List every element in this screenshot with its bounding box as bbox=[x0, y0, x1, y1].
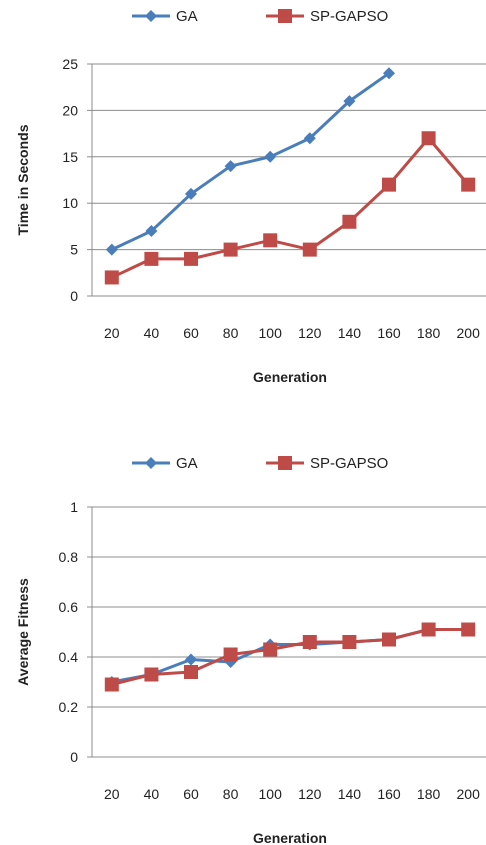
fitness-legend-label-sp-gapso: SP-GAPSO bbox=[310, 455, 388, 472]
time-point-ga-100 bbox=[264, 150, 277, 163]
fitness-y-axis-title: Average Fitness bbox=[15, 578, 31, 686]
time-point-ga-140 bbox=[343, 95, 356, 108]
fitness-point-sp-gapso-180 bbox=[421, 622, 436, 637]
time-series-line-sp-gapso bbox=[111, 136, 470, 279]
time-point-sp-gapso-120 bbox=[302, 242, 317, 257]
time-point-sp-gapso-100 bbox=[263, 233, 278, 248]
time-xtick-label-40: 40 bbox=[144, 325, 160, 341]
time-point-sp-gapso-80 bbox=[223, 242, 238, 257]
time-legend-marker-ga bbox=[145, 10, 157, 22]
time-xtick-label-180: 180 bbox=[417, 325, 441, 341]
time-xtick-label-60: 60 bbox=[183, 325, 199, 341]
fitness-point-sp-gapso-20 bbox=[104, 677, 119, 692]
time-xtick-label-140: 140 bbox=[338, 325, 362, 341]
time-xtick-label-200: 200 bbox=[457, 325, 481, 341]
fitness-legend-marker-ga bbox=[145, 457, 157, 469]
fitness-point-sp-gapso-60 bbox=[184, 665, 198, 679]
time-xtick-label-120: 120 bbox=[298, 325, 322, 341]
time-point-sp-gapso-20 bbox=[104, 270, 119, 285]
fitness-ytick-label-0-4: 0.4 bbox=[59, 649, 79, 665]
fitness-chart: GA SP-GAPSO 0 0.2 0.4 0.6 0.8 1 20 40 60 80 100 120 14… bbox=[0, 440, 486, 845]
fitness-xtick-label-120: 120 bbox=[298, 786, 322, 802]
fitness-xtick-label-40: 40 bbox=[144, 786, 160, 802]
time-ytick-label-20: 20 bbox=[62, 102, 78, 118]
fitness-point-sp-gapso-80 bbox=[223, 647, 238, 662]
fitness-xtick-label-140: 140 bbox=[338, 786, 362, 802]
time-point-ga-40 bbox=[145, 225, 158, 238]
time-series-line-ga bbox=[111, 72, 390, 251]
fitness-point-sp-gapso-120 bbox=[302, 635, 317, 649]
fitness-xtick-label-200: 200 bbox=[457, 786, 481, 802]
fitness-xtick-label-20: 20 bbox=[104, 786, 120, 802]
time-ytick-label-5: 5 bbox=[70, 242, 78, 258]
time-point-sp-gapso-200 bbox=[461, 177, 476, 192]
fitness-point-sp-gapso-140 bbox=[342, 635, 357, 649]
time-point-ga-60 bbox=[185, 187, 197, 200]
fitness-ytick-label-0-6: 0.6 bbox=[59, 599, 79, 615]
time-point-sp-gapso-60 bbox=[184, 251, 198, 266]
time-ytick-label-0: 0 bbox=[70, 288, 78, 304]
time-legend-label-sp-gapso: SP-GAPSO bbox=[310, 8, 388, 25]
fitness-xtick-label-100: 100 bbox=[259, 786, 283, 802]
fitness-xtick-label-60: 60 bbox=[183, 786, 199, 802]
time-legend-marker-sp-gapso bbox=[278, 9, 292, 23]
fitness-point-sp-gapso-100 bbox=[263, 642, 278, 657]
time-legend: GA SP-GAPSO bbox=[132, 8, 388, 25]
time-chart: GA SP-GAPSO 0 5 10 15 20 25 20 40 60 80 100 120 140 160… bbox=[0, 0, 486, 405]
time-ytick-label-10: 10 bbox=[62, 195, 78, 211]
time-point-sp-gapso-160 bbox=[382, 177, 396, 192]
time-xtick-label-160: 160 bbox=[377, 325, 401, 341]
time-point-sp-gapso-180 bbox=[421, 131, 436, 146]
time-point-ga-120 bbox=[303, 132, 316, 145]
time-chart-svg: GA SP-GAPSO 0 5 10 15 20 25 20 40 60 80 100 120 140 160… bbox=[15, 8, 486, 385]
fitness-xtick-label-180: 180 bbox=[417, 786, 441, 802]
time-xtick-label-80: 80 bbox=[223, 325, 239, 341]
fitness-point-sp-gapso-200 bbox=[461, 622, 476, 637]
fitness-ytick-label-0-2: 0.2 bbox=[59, 699, 79, 715]
time-y-axis-title: Time in Seconds bbox=[15, 124, 31, 235]
time-point-ga-80 bbox=[224, 160, 237, 173]
fitness-xtick-label-80: 80 bbox=[223, 786, 239, 802]
time-point-ga-20 bbox=[105, 243, 118, 256]
time-ytick-label-15: 15 bbox=[62, 149, 78, 165]
fitness-ytick-label-0-8: 0.8 bbox=[59, 549, 79, 565]
time-point-ga-160 bbox=[383, 67, 395, 80]
time-legend-label-ga: GA bbox=[176, 8, 198, 25]
fitness-series-line-sp-gapso bbox=[111, 628, 469, 686]
fitness-legend-label-ga: GA bbox=[176, 455, 198, 472]
time-point-sp-gapso-40 bbox=[144, 251, 159, 266]
fitness-point-ga-60 bbox=[185, 653, 197, 666]
time-plot-area bbox=[91, 63, 486, 297]
fitness-legend-marker-sp-gapso bbox=[278, 456, 292, 470]
time-x-axis-title: Generation bbox=[253, 369, 327, 385]
fitness-legend: GA SP-GAPSO bbox=[132, 455, 388, 472]
time-xtick-label-20: 20 bbox=[104, 325, 120, 341]
fitness-point-sp-gapso-160 bbox=[382, 632, 396, 647]
time-ytick-label-25: 25 bbox=[62, 56, 78, 72]
fitness-xtick-label-160: 160 bbox=[377, 786, 401, 802]
time-point-sp-gapso-140 bbox=[342, 214, 357, 229]
fitness-x-axis-title: Generation bbox=[253, 830, 327, 845]
fitness-point-sp-gapso-40 bbox=[144, 667, 159, 682]
fitness-ytick-label-0: 0 bbox=[70, 749, 78, 765]
time-xtick-label-100: 100 bbox=[259, 325, 283, 341]
fitness-plot-area bbox=[91, 506, 486, 758]
fitness-ytick-label-1: 1 bbox=[70, 499, 78, 515]
